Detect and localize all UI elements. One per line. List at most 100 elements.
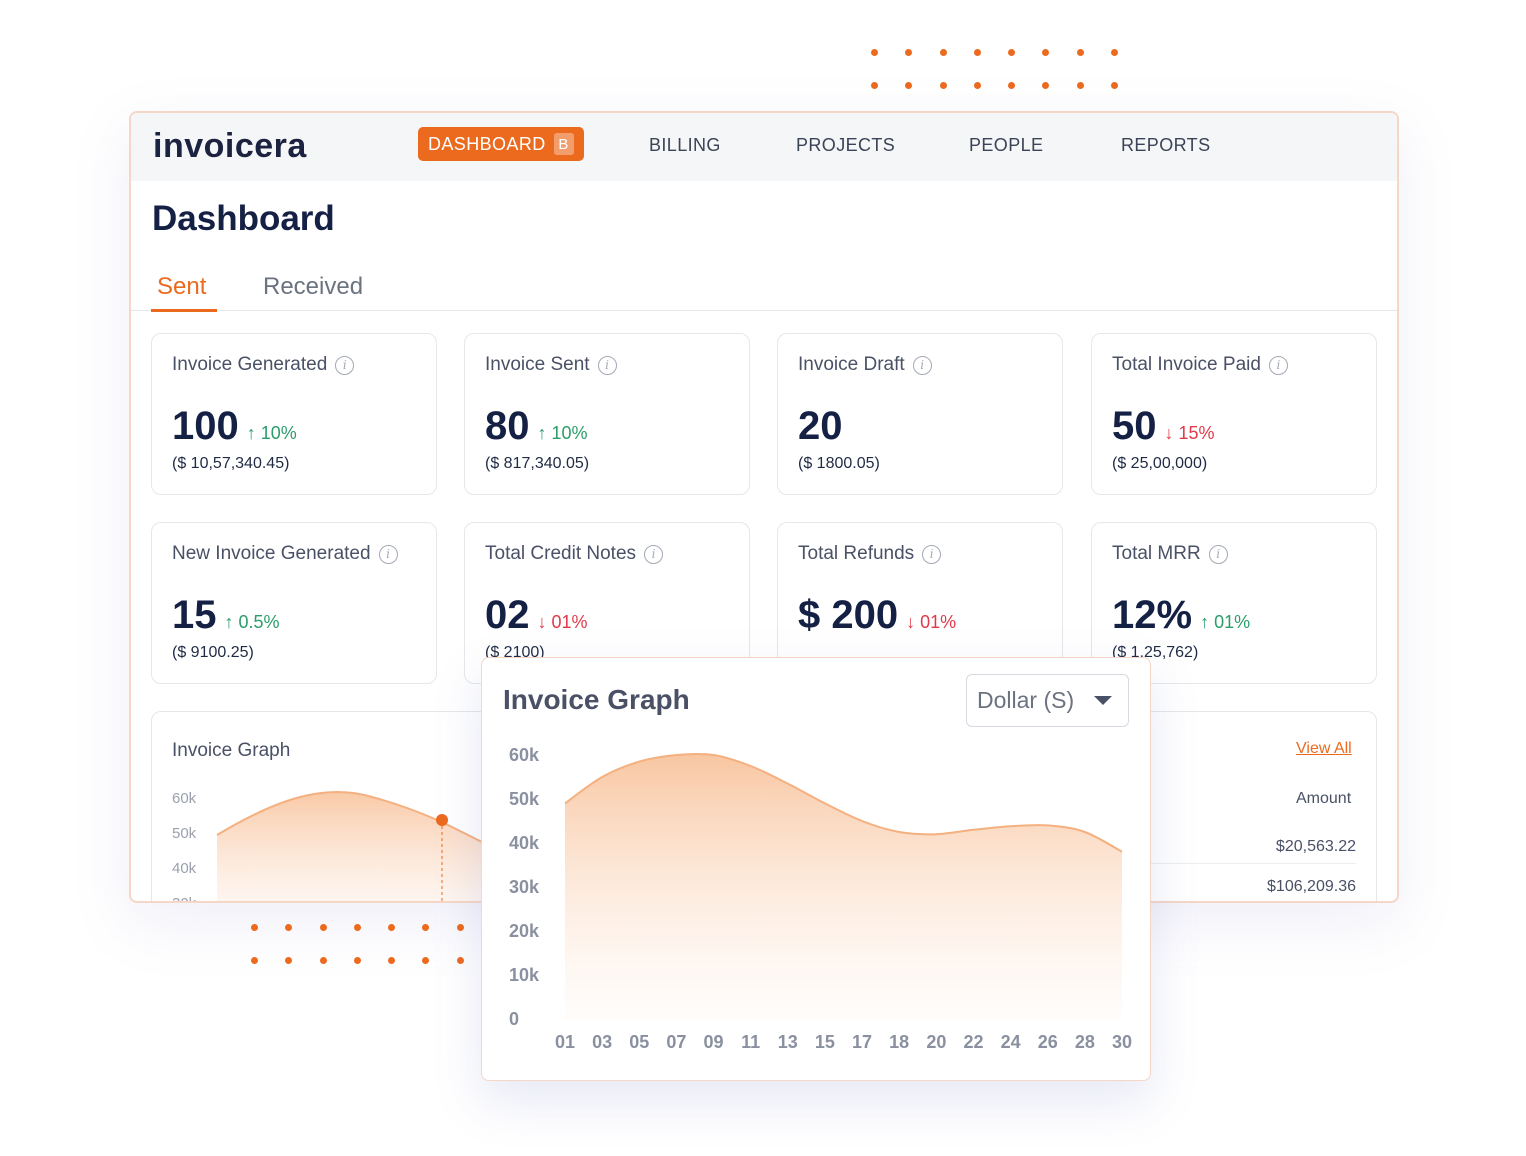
page-title: Dashboard [152,199,335,238]
card-delta-value: 15% [1178,423,1215,443]
data-point[interactable] [858,817,866,825]
x-tick-label: 28 [1075,1032,1095,1052]
stat-card[interactable]: Invoice Generated i 100 ↑ 10% ($ 10,57,340.4… [151,333,437,495]
card-title: New Invoice Generated i [172,543,398,565]
card-title: Invoice Draft i [798,354,932,376]
card-title: Total Refunds i [798,543,942,565]
info-icon[interactable]: i [597,355,617,375]
card-delta-value: 10% [551,423,588,443]
view-all-link[interactable]: View All [1296,740,1352,757]
nav-people[interactable]: PEOPLE [969,135,1044,155]
data-point[interactable] [710,751,718,759]
card-title: Total Invoice Paid i [1112,354,1288,376]
bg-marker-point[interactable] [436,814,448,826]
data-point[interactable] [895,828,903,836]
info-icon[interactable]: i [912,355,932,375]
tab-sent[interactable]: Sent [157,273,207,300]
data-point[interactable] [821,799,829,807]
x-tick-label: 15 [815,1032,835,1052]
card-value-number: 100 [172,404,239,448]
data-point[interactable] [1044,821,1052,829]
arrow-up-icon: ↑ [246,423,261,443]
card-delta: ↑ 01% [1200,612,1250,633]
card-delta: ↓ 01% [538,612,588,633]
card-value-number: 12% [1112,593,1193,637]
amount-header: Amount [1296,790,1352,807]
card-title-text: Total Refunds [798,543,915,564]
data-point[interactable] [1081,828,1089,836]
arrow-down-icon: ↓ [537,612,552,632]
x-tick-label: 26 [1038,1032,1058,1052]
tab-sent-indicator [151,309,217,312]
bg-y-label: 60k [172,790,197,807]
card-subtext: ($ 2100) [485,644,545,661]
info-icon[interactable]: i [335,355,355,375]
bg-y-label: 40k [172,860,197,877]
data-point[interactable] [672,751,680,759]
card-value: 02 ↓ 01% [485,593,588,638]
stat-card[interactable]: Invoice Sent i 80 ↑ 10% ($ 817,340.05) [464,333,750,495]
currency-dropdown-value: Dollar (S) [977,687,1075,713]
info-icon[interactable]: i [922,544,942,564]
x-tick-label: 11 [741,1032,760,1052]
card-delta-value: 0.5% [238,612,280,632]
arrow-up-icon: ↑ [224,612,239,632]
data-point[interactable] [969,826,977,834]
x-tick-label: 18 [889,1032,909,1052]
data-point[interactable] [635,758,643,766]
chevron-down-icon [1094,696,1112,705]
nav-dashboard-badge: B [553,133,574,155]
card-value-number: 20 [798,404,843,448]
logo-text: invoicera [153,127,307,165]
arrow-down-icon: ↓ [1164,423,1179,443]
x-tick-label: 13 [778,1032,798,1052]
card-title: Invoice Generated i [172,354,355,376]
card-subtext: ($ 817,340.05) [485,455,590,472]
y-tick-label: 20k [509,921,540,941]
y-tick-label: 60k [509,745,540,765]
card-value: 20 [798,404,843,449]
invoicera-logo[interactable]: invoicera [153,127,307,166]
data-point[interactable] [784,780,792,788]
tab-received[interactable]: Received [263,273,364,300]
data-point[interactable] [598,773,606,781]
x-tick-label: 22 [963,1032,983,1052]
x-tick-label: 03 [592,1032,612,1052]
data-point[interactable] [1007,822,1015,830]
card-value: 80 ↑ 10% [485,404,588,449]
bg-y-label: 30k [172,895,196,901]
bg-y-label: 50k [172,825,197,842]
data-point[interactable] [747,762,755,770]
card-value-number: $ 200 [798,593,899,637]
stat-card[interactable]: Total Invoice Paid i 50 ↓ 15% ($ 25,00,000) [1091,333,1377,495]
bg-line [216,790,512,858]
currency-dropdown[interactable]: Dollar (S) [966,674,1129,727]
nav-billing[interactable]: BILLING [649,135,721,155]
nav-reports[interactable]: REPORTS [1121,135,1211,155]
stat-card[interactable]: New Invoice Generated i 15 ↑ 0.5% ($ 9100.25… [151,522,437,684]
card-subtext: ($ 9100.25) [172,644,254,661]
nav-dashboard[interactable]: DASHBOARD B [418,127,584,161]
info-icon[interactable]: i [644,544,664,564]
card-value-number: 02 [485,593,530,637]
x-tick-label: 20 [926,1032,946,1052]
info-icon[interactable]: i [1208,544,1228,564]
row-divider [1122,863,1356,864]
card-subtext: ($ 10,57,340.45) [172,455,290,472]
card-title: Total MRR i [1112,543,1228,565]
nav-projects[interactable]: PROJECTS [796,135,896,155]
info-icon[interactable]: i [378,544,398,564]
info-icon[interactable]: i [1268,355,1288,375]
stat-card[interactable]: Invoice Draft i 20 ($ 1800.05) [777,333,1063,495]
card-title: Invoice Sent i [485,354,617,376]
series-line [564,752,1123,853]
data-point[interactable] [1118,848,1126,856]
decorative-dots-top [871,49,1145,89]
nav-dashboard-label: DASHBOARD [428,133,546,154]
card-subtext: ($ 1800.05) [798,455,880,472]
y-tick-label: 0 [509,1009,519,1029]
card-delta-value: 10% [260,423,297,443]
data-point[interactable] [932,830,940,838]
data-point[interactable] [561,799,569,807]
